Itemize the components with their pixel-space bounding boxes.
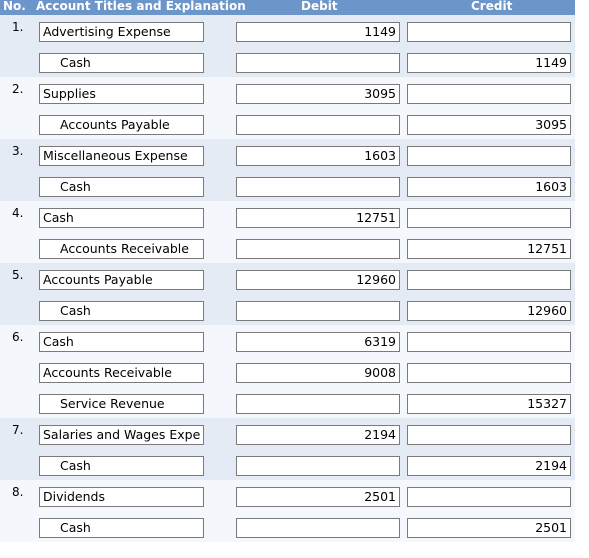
account-title-field[interactable]: Cash	[39, 53, 204, 73]
table-row: Service Revenue 15327	[0, 387, 575, 418]
credit-field[interactable]: 2501	[407, 518, 571, 538]
credit-field[interactable]: 12751	[407, 239, 571, 259]
entry-number: 7.	[12, 423, 24, 437]
debit-field[interactable]	[236, 301, 400, 321]
table-row: Accounts Payable 3095	[0, 108, 575, 139]
table-row: Cash 12960	[0, 294, 575, 325]
account-title-field[interactable]: Advertising Expense	[39, 22, 204, 42]
debit-field[interactable]	[236, 115, 400, 135]
table-row: Cash 2194	[0, 449, 575, 480]
entry-number: 2.	[12, 82, 24, 96]
account-title-field[interactable]: Service Revenue	[39, 394, 204, 414]
account-title-field[interactable]: Supplies	[39, 84, 204, 104]
credit-field[interactable]	[407, 22, 571, 42]
header-account-titles: Account Titles and Explanation	[36, 0, 246, 13]
credit-field[interactable]	[407, 270, 571, 290]
table-row: Cash 1149	[0, 46, 575, 77]
account-title-field[interactable]: Miscellaneous Expense	[39, 146, 204, 166]
credit-field[interactable]: 1603	[407, 177, 571, 197]
table-row: 7. Salaries and Wages Expe 2194	[0, 418, 575, 449]
account-title-field[interactable]: Accounts Receivable	[39, 363, 204, 383]
debit-field[interactable]: 1149	[236, 22, 400, 42]
account-title-field[interactable]: Cash	[39, 301, 204, 321]
header-credit: Credit	[471, 0, 513, 13]
account-title-field[interactable]: Dividends	[39, 487, 204, 507]
debit-field[interactable]: 12960	[236, 270, 400, 290]
credit-field[interactable]	[407, 332, 571, 352]
debit-field[interactable]: 12751	[236, 208, 400, 228]
table-row: 1. Advertising Expense 1149	[0, 15, 575, 46]
table-row: Cash 2501	[0, 511, 575, 542]
credit-field[interactable]	[407, 84, 571, 104]
header-debit: Debit	[301, 0, 338, 13]
credit-field[interactable]: 12960	[407, 301, 571, 321]
debit-field[interactable]	[236, 394, 400, 414]
account-title-field[interactable]: Accounts Receivable	[39, 239, 204, 259]
credit-field[interactable]: 15327	[407, 394, 571, 414]
table-row: Accounts Receivable 9008	[0, 356, 575, 387]
credit-field[interactable]	[407, 487, 571, 507]
account-title-field[interactable]: Accounts Payable	[39, 115, 204, 135]
table-row: 5. Accounts Payable 12960	[0, 263, 575, 294]
entry-number: 1.	[12, 20, 24, 34]
debit-field[interactable]: 9008	[236, 363, 400, 383]
table-row: 2. Supplies 3095	[0, 77, 575, 108]
table-row: Cash 1603	[0, 170, 575, 201]
table-row: 3. Miscellaneous Expense 1603	[0, 139, 575, 170]
debit-field[interactable]	[236, 177, 400, 197]
entry-number: 8.	[12, 485, 24, 499]
journal-entry-table: No. Account Titles and Explanation Debit…	[0, 0, 575, 542]
credit-field[interactable]	[407, 425, 571, 445]
account-title-field[interactable]: Cash	[39, 177, 204, 197]
header-no: No.	[3, 0, 26, 13]
account-title-field[interactable]: Cash	[39, 456, 204, 476]
table-row: 6. Cash 6319	[0, 325, 575, 356]
account-title-field[interactable]: Cash	[39, 332, 204, 352]
debit-field[interactable]: 1603	[236, 146, 400, 166]
credit-field[interactable]: 2194	[407, 456, 571, 476]
entry-number: 3.	[12, 144, 24, 158]
table-row: Accounts Receivable 12751	[0, 232, 575, 263]
journal-rows: 1. Advertising Expense 1149 Cash 1149 2. Suppl…	[0, 15, 575, 542]
account-title-field[interactable]: Cash	[39, 518, 204, 538]
credit-field[interactable]	[407, 208, 571, 228]
debit-field[interactable]: 3095	[236, 84, 400, 104]
table-header: No. Account Titles and Explanation Debit…	[0, 0, 575, 15]
account-title-field[interactable]: Accounts Payable	[39, 270, 204, 290]
debit-field[interactable]: 2501	[236, 487, 400, 507]
account-title-field[interactable]: Cash	[39, 208, 204, 228]
credit-field[interactable]: 1149	[407, 53, 571, 73]
credit-field[interactable]: 3095	[407, 115, 571, 135]
debit-field[interactable]	[236, 239, 400, 259]
entry-number: 4.	[12, 206, 24, 220]
debit-field[interactable]	[236, 518, 400, 538]
debit-field[interactable]: 2194	[236, 425, 400, 445]
entry-number: 6.	[12, 330, 24, 344]
debit-field[interactable]	[236, 53, 400, 73]
table-row: 4. Cash 12751	[0, 201, 575, 232]
table-row: 8. Dividends 2501	[0, 480, 575, 511]
debit-field[interactable]: 6319	[236, 332, 400, 352]
account-title-field[interactable]: Salaries and Wages Expe	[39, 425, 204, 445]
credit-field[interactable]	[407, 146, 571, 166]
entry-number: 5.	[12, 268, 24, 282]
credit-field[interactable]	[407, 363, 571, 383]
debit-field[interactable]	[236, 456, 400, 476]
